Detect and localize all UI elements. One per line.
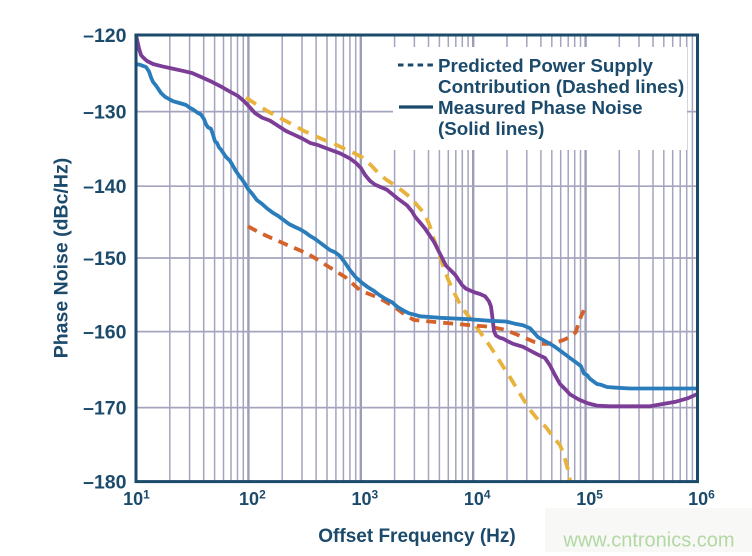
svg-text:102: 102 <box>239 488 266 510</box>
svg-text:Measured Phase Noise: Measured Phase Noise <box>438 97 643 118</box>
svg-text:104: 104 <box>464 488 491 510</box>
svg-text:Predicted Power Supply: Predicted Power Supply <box>438 55 654 76</box>
svg-text:Contribution (Dashed lines): Contribution (Dashed lines) <box>438 76 684 97</box>
svg-text:–120: –120 <box>83 25 127 47</box>
svg-text:–130: –130 <box>83 101 127 123</box>
svg-text:106: 106 <box>688 488 715 510</box>
svg-text:103: 103 <box>351 488 378 510</box>
svg-text:Offset Frequency (Hz): Offset Frequency (Hz) <box>318 526 515 547</box>
svg-text:–150: –150 <box>83 248 127 270</box>
svg-text:(Solid lines): (Solid lines) <box>438 118 544 139</box>
svg-text:–140: –140 <box>83 176 127 198</box>
svg-text:www.cntronics.com: www.cntronics.com <box>562 530 734 552</box>
svg-text:Phase Noise (dBc/Hz): Phase Noise (dBc/Hz) <box>51 158 73 358</box>
svg-text:–170: –170 <box>83 397 127 419</box>
svg-text:–180: –180 <box>83 471 127 493</box>
svg-text:101: 101 <box>123 488 150 510</box>
svg-text:–160: –160 <box>83 321 127 343</box>
svg-text:105: 105 <box>576 488 603 510</box>
